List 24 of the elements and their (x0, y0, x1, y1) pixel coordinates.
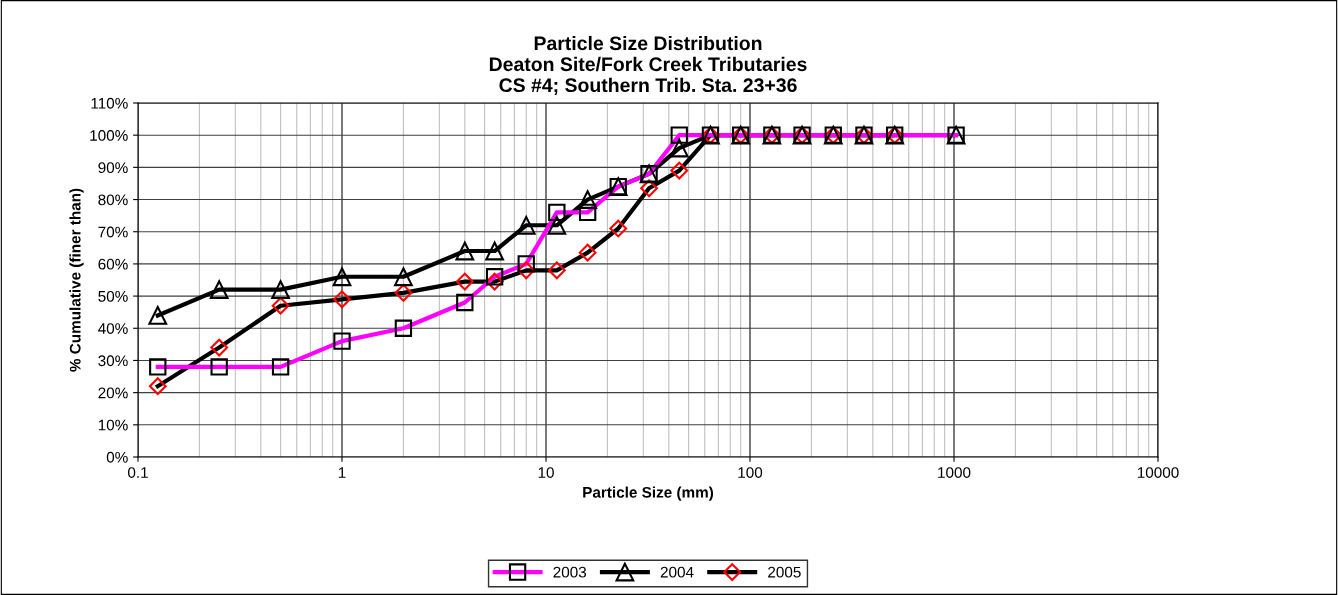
y-tick-label: 100% (90, 130, 128, 141)
y-tick-label: 80% (98, 194, 128, 206)
x-tick-label: 10000 (1137, 467, 1179, 478)
x-axis-title: Particle Size (mm) (583, 486, 714, 501)
y-tick-label: 10% (98, 419, 128, 431)
y-tick-label: 0% (106, 451, 128, 463)
legend-label: 2005 (768, 566, 801, 578)
x-tick-label: 10 (538, 467, 554, 478)
x-tick-label: 0.1 (127, 467, 148, 478)
x-tick-label: 1 (338, 467, 346, 478)
x-tick-label: 100 (738, 467, 763, 478)
chart-title: Particle Size Distribution Deaton Site/Fork Creek Tributaries CS #4; Southern Trib. Sta. 23+36 (489, 35, 807, 95)
y-tick-label: 20% (98, 387, 128, 399)
y-tick-label: 60% (98, 258, 128, 270)
legend-label: 2003 (553, 566, 587, 578)
y-tick-label: 90% (98, 162, 128, 174)
y-tick-label: 40% (98, 323, 128, 334)
y-tick-label: 30% (98, 355, 128, 367)
x-tick-label: 1000 (938, 467, 971, 478)
y-axis-title: % Cumulative (finer than) (69, 188, 84, 372)
y-tick-label: 110% (91, 97, 128, 109)
legend-label: 2004 (660, 566, 694, 578)
y-tick-label: 50% (98, 290, 128, 302)
y-tick-label: 70% (98, 226, 128, 238)
